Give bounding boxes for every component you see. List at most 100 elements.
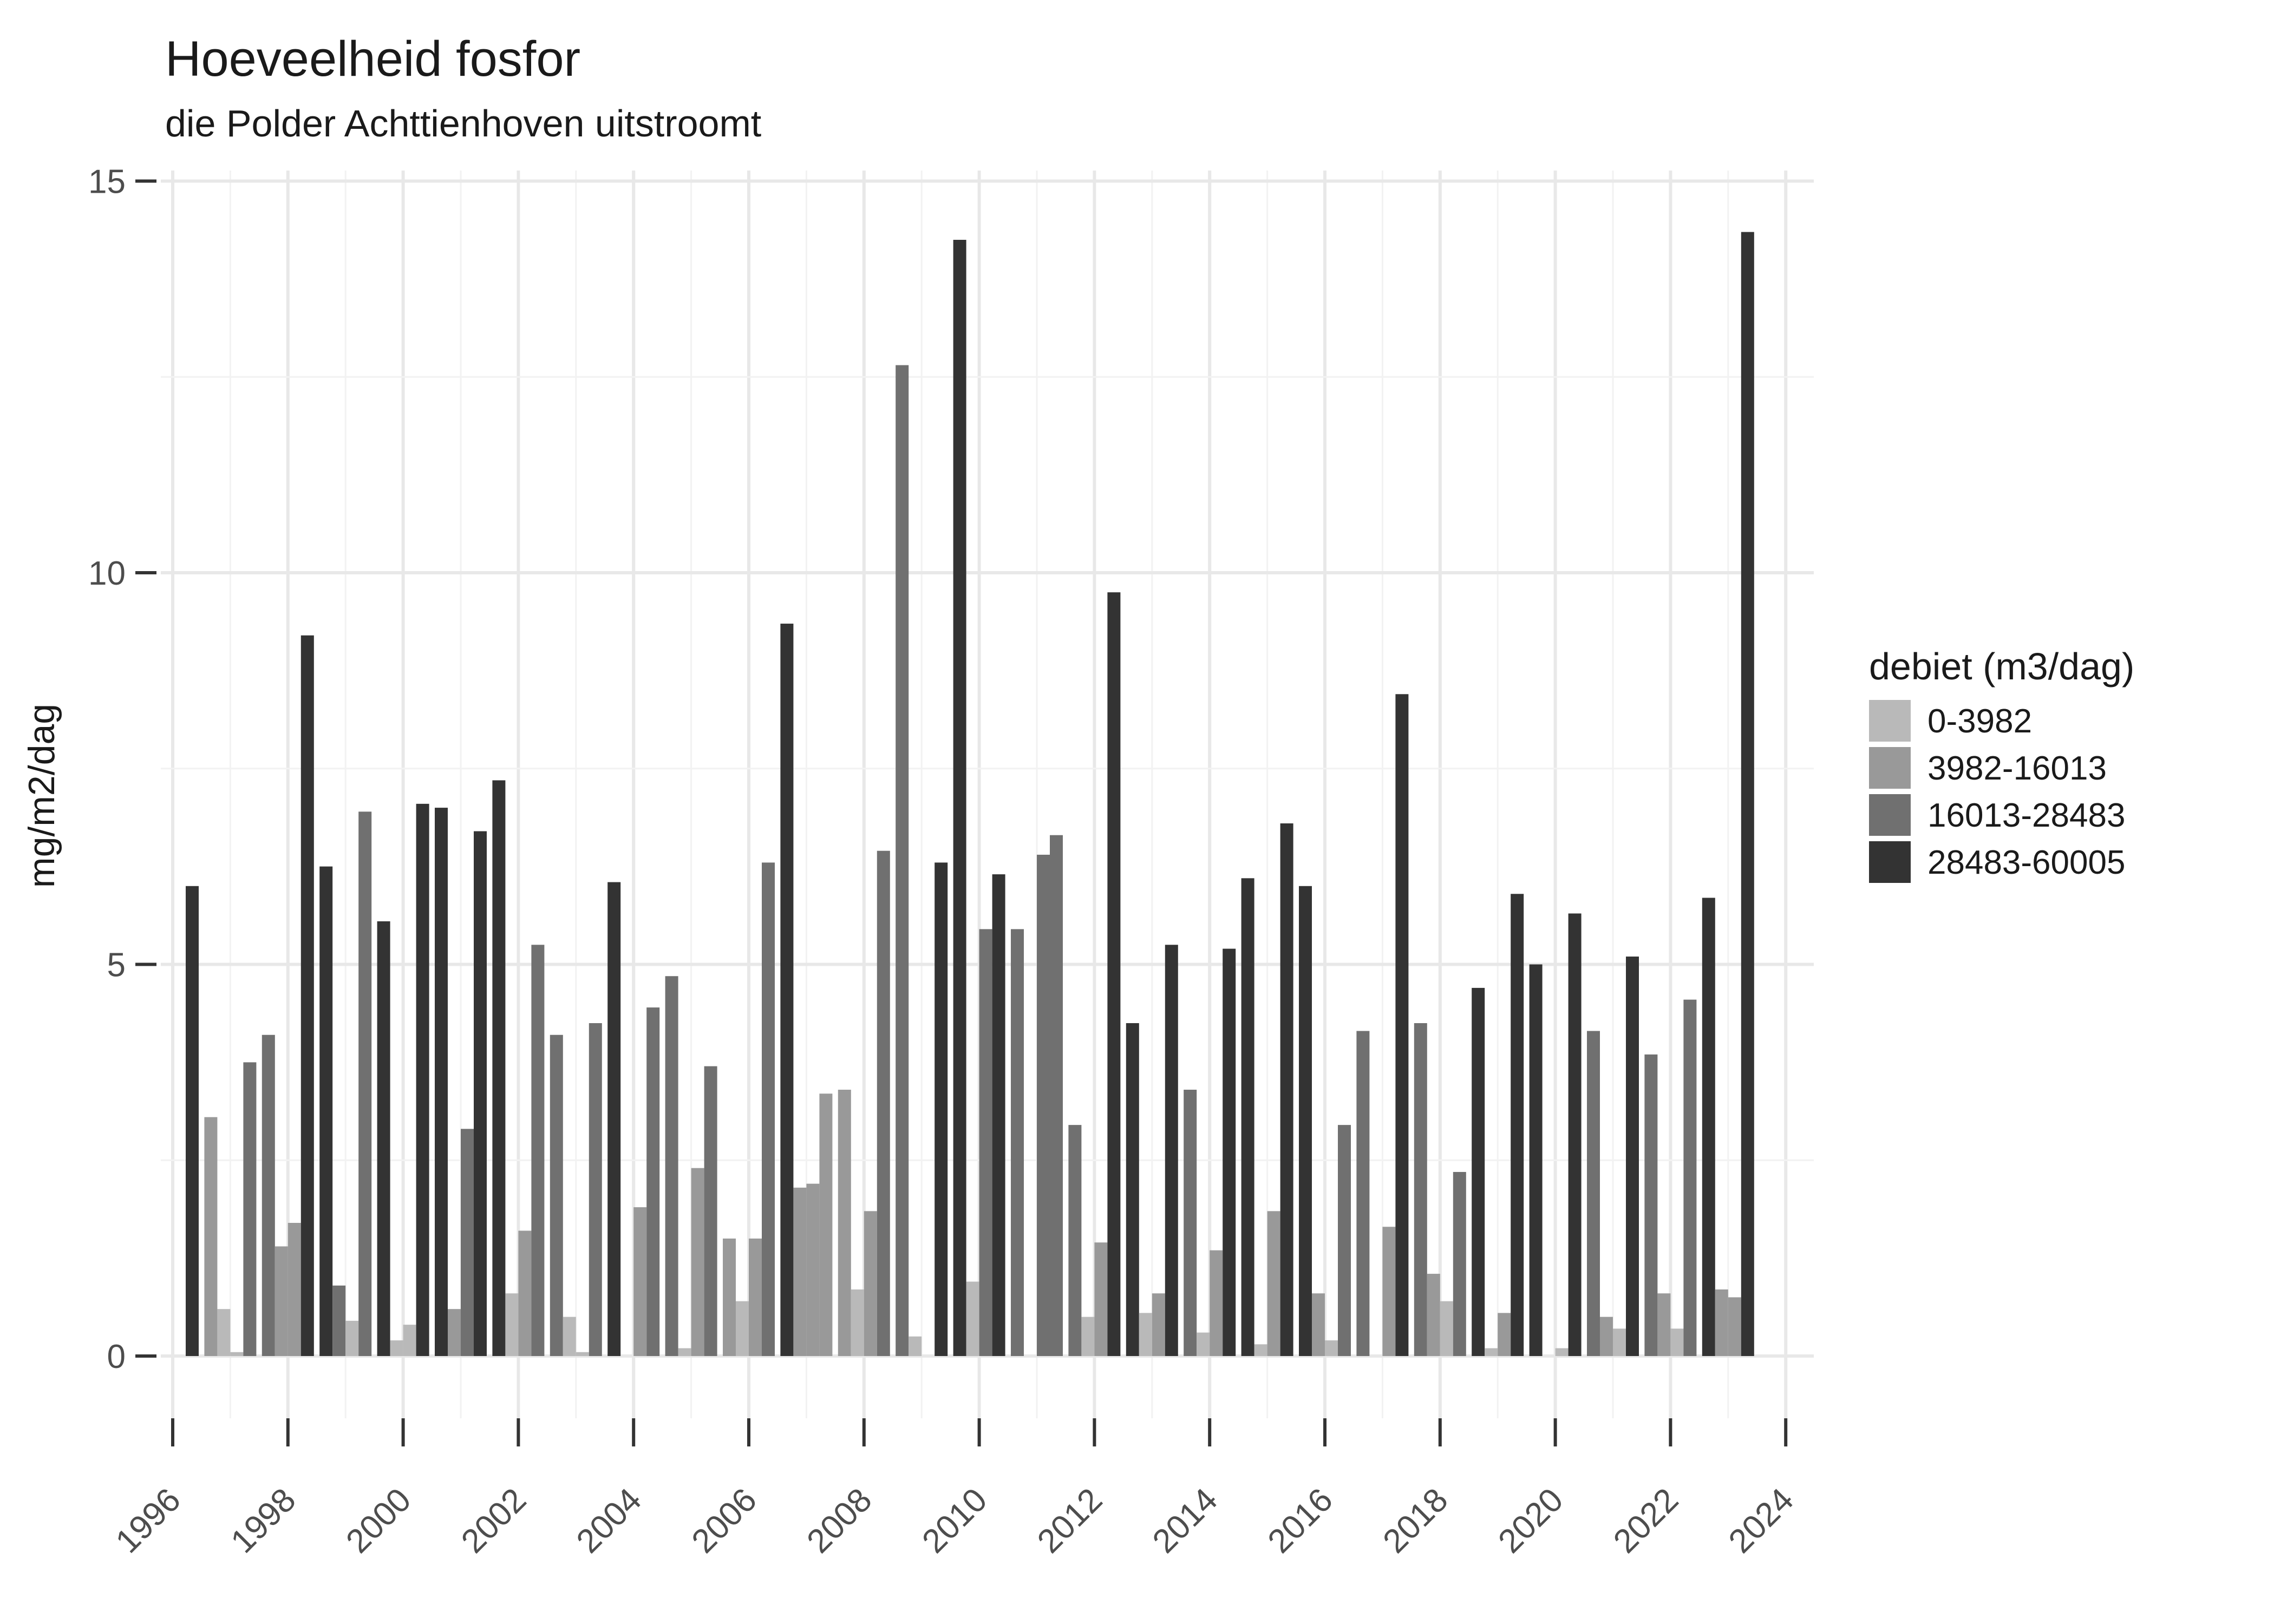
bar-2001-q3 [461, 1129, 474, 1356]
page-subtitle: die Polder Achttienhoven uitstroomt [165, 102, 761, 145]
bar-2003-q2 [563, 1317, 576, 1356]
bar-2021-q3 [1613, 1328, 1626, 1356]
y-tick-label: 10 [88, 555, 126, 592]
bar-1997-q4 [243, 1062, 257, 1356]
bar-2005-q2 [678, 1348, 691, 1356]
bar-2017-q1 [1356, 1031, 1370, 1356]
x-tick-label: 2014 [1146, 1481, 1225, 1560]
bar-2015-q3 [1267, 1211, 1280, 1356]
bar-2015-q4 [1280, 823, 1293, 1356]
bar-2022-q2 [1657, 1293, 1671, 1356]
bar-2006-q2 [736, 1301, 749, 1356]
legend: debiet (m3/dag) 0-3982 3982-16013 16013-28… [1869, 645, 2134, 883]
bar-2022-q3 [1670, 1328, 1684, 1356]
bar-2021-q4 [1626, 957, 1639, 1356]
bar-2011-q1 [1011, 929, 1024, 1356]
x-tick-label: 2010 [915, 1481, 994, 1560]
gridlines [161, 171, 1814, 1418]
bar-2008-q3 [864, 1211, 877, 1356]
bar-2023-q3 [1728, 1297, 1741, 1356]
bar-2010-q4 [992, 874, 1005, 1356]
bar-2004-q3 [633, 1207, 647, 1356]
x-tick-label: 2016 [1261, 1481, 1340, 1560]
x-tick-label: 2004 [570, 1481, 649, 1560]
bar-1996-q4 [186, 886, 199, 1356]
bar-1998-q1 [262, 1034, 275, 1356]
legend-label: 28483-60005 [1927, 844, 2125, 881]
bar-2019-q2 [1485, 1348, 1498, 1356]
y-tick-label: 15 [88, 163, 126, 201]
legend-swatch-28483-60005 [1869, 841, 1911, 883]
bar-2010-q2 [966, 1281, 979, 1356]
bar-2007-q3 [806, 1183, 820, 1356]
bar-2023-q4 [1741, 232, 1754, 1357]
bar-2006-q1 [723, 1238, 736, 1356]
bar-2019-q4 [1511, 894, 1524, 1356]
bar-2021-q1 [1587, 1031, 1600, 1356]
bar-2006-q4 [762, 862, 775, 1356]
bar-2008-q4 [877, 850, 890, 1356]
bar-2009-q4 [935, 862, 948, 1356]
bar-2014-q1 [1184, 1090, 1197, 1356]
bar-2022-q4 [1683, 999, 1697, 1356]
bar-series [186, 232, 1754, 1357]
x-axis: 1996 1998 2000 2002 2004 2006 2008 2010 2012 2014… [109, 1418, 1801, 1560]
legend-title: debiet (m3/dag) [1869, 645, 2134, 687]
bar-2023-q2 [1715, 1289, 1728, 1356]
legend-swatch-16013-28483 [1869, 794, 1911, 836]
y-tick-label: 5 [107, 947, 126, 984]
bar-2015-q2 [1254, 1344, 1267, 1356]
bar-2000-q1 [377, 921, 390, 1356]
bar-2000-q4 [416, 803, 429, 1356]
bar-2016-q2 [1312, 1293, 1325, 1356]
bar-2022-q1 [1644, 1054, 1658, 1356]
bar-2010-q1 [953, 240, 966, 1357]
bar-2015-q1 [1241, 878, 1254, 1356]
bar-2002-q4 [531, 945, 545, 1356]
bar-2005-q1 [665, 976, 678, 1356]
bar-1999-q1 [319, 866, 333, 1356]
bar-2012-q3 [1094, 1242, 1108, 1356]
bar-2018-q1 [1414, 1023, 1427, 1356]
bar-2006-q3 [749, 1238, 762, 1356]
bar-2008-q1 [838, 1090, 851, 1356]
bar-2021-q2 [1600, 1317, 1613, 1356]
bar-2005-q4 [704, 1066, 717, 1356]
bar-2013-q2 [1139, 1313, 1152, 1356]
bar-2007-q4 [819, 1093, 833, 1356]
x-tick-label: 1998 [224, 1481, 303, 1560]
y-axis-title: mg/m2/dag [21, 704, 62, 888]
x-tick-label: 2022 [1606, 1481, 1685, 1560]
bar-2002-q1 [492, 780, 506, 1356]
bar-2000-q2 [390, 1340, 403, 1356]
bar-1999-q3 [345, 1320, 359, 1356]
legend-label: 0-3982 [1927, 703, 2032, 740]
bar-2020-q1 [1529, 964, 1543, 1356]
bar-2011-q4 [1050, 835, 1063, 1356]
bar-2005-q3 [691, 1168, 704, 1356]
x-tick-label: 2006 [685, 1481, 764, 1560]
bar-2013-q1 [1126, 1023, 1139, 1356]
bar-2020-q4 [1568, 913, 1582, 1356]
bar-2007-q2 [793, 1187, 807, 1356]
bar-1998-q3 [287, 1223, 301, 1356]
bar-2013-q3 [1152, 1293, 1165, 1356]
bar-1998-q2 [275, 1246, 288, 1356]
bar-2009-q1 [896, 365, 909, 1357]
x-tick-label: 2008 [800, 1481, 879, 1560]
bar-2018-q3 [1440, 1301, 1453, 1356]
legend-items: 0-3982 3982-16013 16013-28483 28483-60005 [1869, 700, 2125, 883]
x-tick-label: 2020 [1491, 1481, 1570, 1560]
x-tick-label: 2018 [1376, 1481, 1455, 1560]
bar-2012-q4 [1107, 592, 1121, 1356]
x-tick-label: 2012 [1030, 1481, 1109, 1560]
bar-2003-q3 [576, 1352, 589, 1356]
legend-swatch-0-3982 [1869, 700, 1911, 742]
bar-2014-q2 [1197, 1332, 1210, 1356]
bar-2009-q2 [909, 1336, 922, 1356]
bar-2008-q2 [851, 1289, 864, 1356]
bar-2017-q3 [1382, 1227, 1396, 1356]
bar-1997-q1 [204, 1117, 218, 1356]
bar-1997-q2 [217, 1309, 231, 1356]
